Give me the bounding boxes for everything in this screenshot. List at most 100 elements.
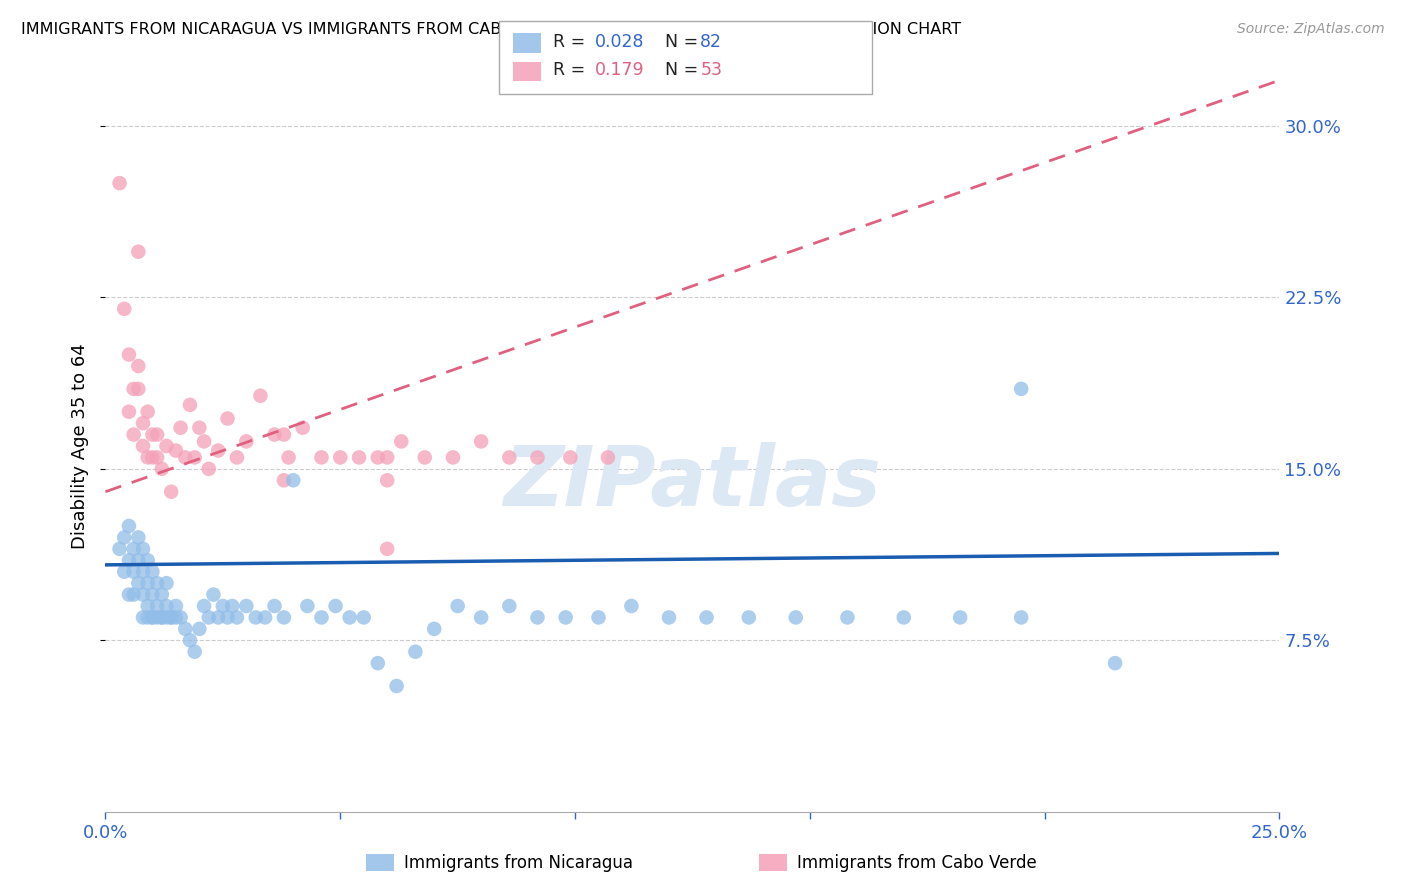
Point (112, 301, 135, 316)
Point (1104, 656, 1126, 670)
Point (122, 588, 145, 602)
Point (165, 599, 187, 613)
Point (498, 450, 520, 465)
Point (893, 610, 915, 624)
Point (141, 450, 163, 465)
Point (249, 389, 271, 403)
Point (658, 610, 681, 624)
Point (277, 450, 299, 465)
Point (118, 347, 141, 362)
Point (221, 599, 243, 613)
Point (347, 450, 370, 465)
Point (526, 450, 548, 465)
Point (127, 244, 149, 259)
Point (136, 599, 159, 613)
Point (141, 427, 163, 442)
Point (132, 416, 155, 430)
Point (554, 610, 576, 624)
Point (118, 519, 141, 533)
Point (291, 420, 314, 434)
Point (311, 610, 333, 624)
Point (122, 541, 145, 556)
Point (112, 565, 135, 579)
Point (389, 434, 412, 449)
Point (141, 610, 163, 624)
Text: 0.028: 0.028 (595, 33, 644, 51)
Text: N =: N = (665, 33, 704, 51)
Point (207, 443, 229, 458)
Point (146, 576, 169, 591)
Text: 0.179: 0.179 (595, 62, 644, 79)
Point (620, 599, 643, 613)
Point (560, 450, 582, 465)
Point (785, 610, 807, 624)
Point (112, 530, 135, 544)
Point (141, 610, 163, 624)
Point (155, 439, 177, 453)
Point (235, 434, 257, 449)
Text: Source: ZipAtlas.com: Source: ZipAtlas.com (1237, 22, 1385, 37)
Point (136, 450, 159, 465)
Point (696, 610, 718, 624)
Point (136, 576, 159, 591)
Point (141, 588, 163, 602)
Point (226, 610, 249, 624)
Point (254, 610, 277, 624)
Point (949, 610, 972, 624)
Point (165, 443, 187, 458)
Point (470, 610, 492, 624)
Point (245, 610, 267, 624)
Point (226, 450, 249, 465)
Point (132, 588, 155, 602)
Point (150, 462, 173, 476)
Point (108, 541, 131, 556)
Y-axis label: Disability Age 35 to 64: Disability Age 35 to 64 (72, 343, 90, 549)
Point (325, 599, 347, 613)
Point (441, 450, 464, 465)
Point (122, 427, 145, 442)
Point (174, 450, 197, 465)
Point (211, 599, 233, 613)
Point (385, 679, 408, 693)
Point (165, 610, 187, 624)
Point (446, 599, 468, 613)
Point (311, 450, 333, 465)
Point (217, 411, 239, 425)
Point (127, 553, 149, 567)
Point (470, 434, 492, 449)
Point (207, 610, 229, 624)
Point (367, 450, 389, 465)
Point (118, 588, 141, 602)
Point (193, 434, 215, 449)
Point (118, 405, 141, 419)
Point (193, 599, 215, 613)
Point (160, 610, 183, 624)
Point (132, 565, 155, 579)
Text: IMMIGRANTS FROM NICARAGUA VS IMMIGRANTS FROM CABO VERDE DISABILITY AGE 35 TO 64 : IMMIGRANTS FROM NICARAGUA VS IMMIGRANTS … (21, 22, 962, 37)
Point (329, 450, 352, 465)
Text: 82: 82 (700, 33, 723, 51)
Point (150, 588, 173, 602)
Point (160, 484, 183, 499)
Point (202, 588, 225, 602)
Text: ZIPatlas: ZIPatlas (503, 442, 882, 523)
Point (136, 553, 159, 567)
Point (146, 610, 169, 624)
Point (150, 610, 173, 624)
Point (179, 633, 201, 648)
Point (375, 473, 398, 487)
Point (150, 610, 173, 624)
Point (197, 462, 219, 476)
Point (169, 420, 191, 434)
Point (596, 450, 619, 465)
Point (283, 473, 305, 487)
Point (339, 610, 361, 624)
Point (423, 622, 446, 636)
Point (155, 576, 177, 591)
Point (183, 450, 205, 465)
Text: R =: R = (553, 33, 591, 51)
Point (297, 599, 319, 613)
Point (179, 398, 201, 412)
Point (108, 176, 131, 190)
Point (197, 610, 219, 624)
